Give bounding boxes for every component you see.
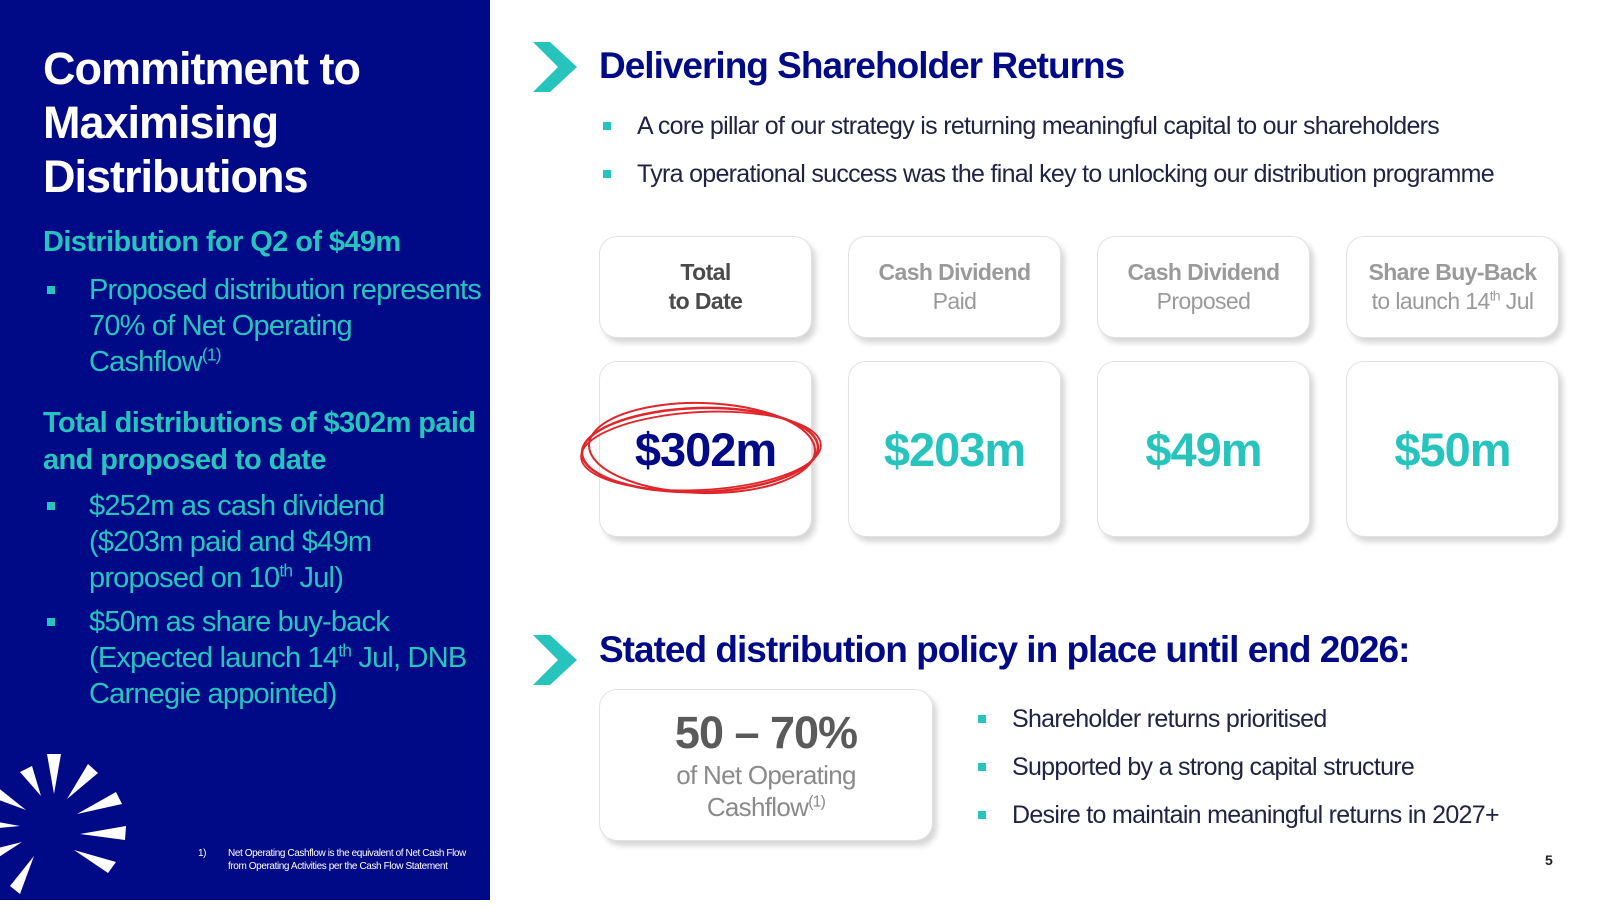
policy-range-value: 50 – 70%: [674, 707, 858, 758]
slide-title: Commitment to Maximising Distributions: [43, 43, 361, 202]
share-buyback-value: $50m: [1394, 422, 1511, 476]
cash-dividend-paid-header-card: Cash Dividend Paid: [848, 236, 1061, 338]
total-to-date-value-card: $302m: [599, 361, 812, 537]
policy-title: Stated distribution policy in place unti…: [599, 629, 1410, 670]
q2-distribution-list: Proposed distribution represents 70% of …: [43, 272, 483, 388]
footnote-number: 1): [198, 848, 207, 859]
cash-dividend-proposed-value: $49m: [1145, 422, 1262, 476]
policy-bullets: Shareholder returns prioritised Supporte…: [974, 704, 1500, 848]
total-to-date-value: $302m: [634, 422, 777, 476]
page-number: 5: [1545, 852, 1553, 868]
cash-dividend-paid-value-card: $203m: [848, 361, 1061, 537]
returns-title: Delivering Shareholder Returns: [599, 45, 1125, 86]
company-logo: [0, 754, 126, 894]
list-item: $252m as cash dividend ($203m paid and $…: [43, 488, 483, 596]
footnote-text: Net Operating Cashflow is the equivalent…: [228, 848, 466, 872]
total-distributions-heading: Total distributions of $302m paid and pr…: [43, 407, 476, 476]
list-item: Desire to maintain meaningful returns in…: [974, 800, 1500, 830]
share-buyback-value-card: $50m: [1346, 361, 1559, 537]
list-item: $50m as share buy-back (Expected launch …: [43, 604, 483, 712]
q2-distribution-heading: Distribution for Q2 of $49m: [43, 226, 401, 258]
total-to-date-header-card: Total to Date: [599, 236, 812, 338]
chevron-icon: [533, 42, 577, 92]
cash-dividend-paid-value: $203m: [883, 422, 1026, 476]
list-item: Supported by a strong capital structure: [974, 752, 1499, 782]
chevron-icon: [533, 635, 577, 685]
list-item: Tyra operational success was the final k…: [599, 159, 1495, 189]
cash-dividend-proposed-value-card: $49m: [1097, 361, 1310, 537]
cash-dividend-proposed-header-card: Cash Dividend Proposed: [1097, 236, 1310, 338]
list-item: Shareholder returns prioritised: [974, 704, 1499, 734]
left-panel: Commitment to Maximising Distributions D…: [0, 0, 490, 900]
policy-range-card: 50 – 70% of Net Operating Cashflow(1): [599, 689, 933, 841]
list-item: A core pillar of our strategy is returni…: [599, 111, 1494, 141]
list-item: Proposed distribution represents 70% of …: [43, 272, 483, 380]
returns-bullets: A core pillar of our strategy is returni…: [599, 111, 1495, 207]
share-buyback-header-card: Share Buy-Back to launch 14th Jul: [1346, 236, 1559, 338]
total-distributions-list: $252m as cash dividend ($203m paid and $…: [43, 488, 483, 720]
